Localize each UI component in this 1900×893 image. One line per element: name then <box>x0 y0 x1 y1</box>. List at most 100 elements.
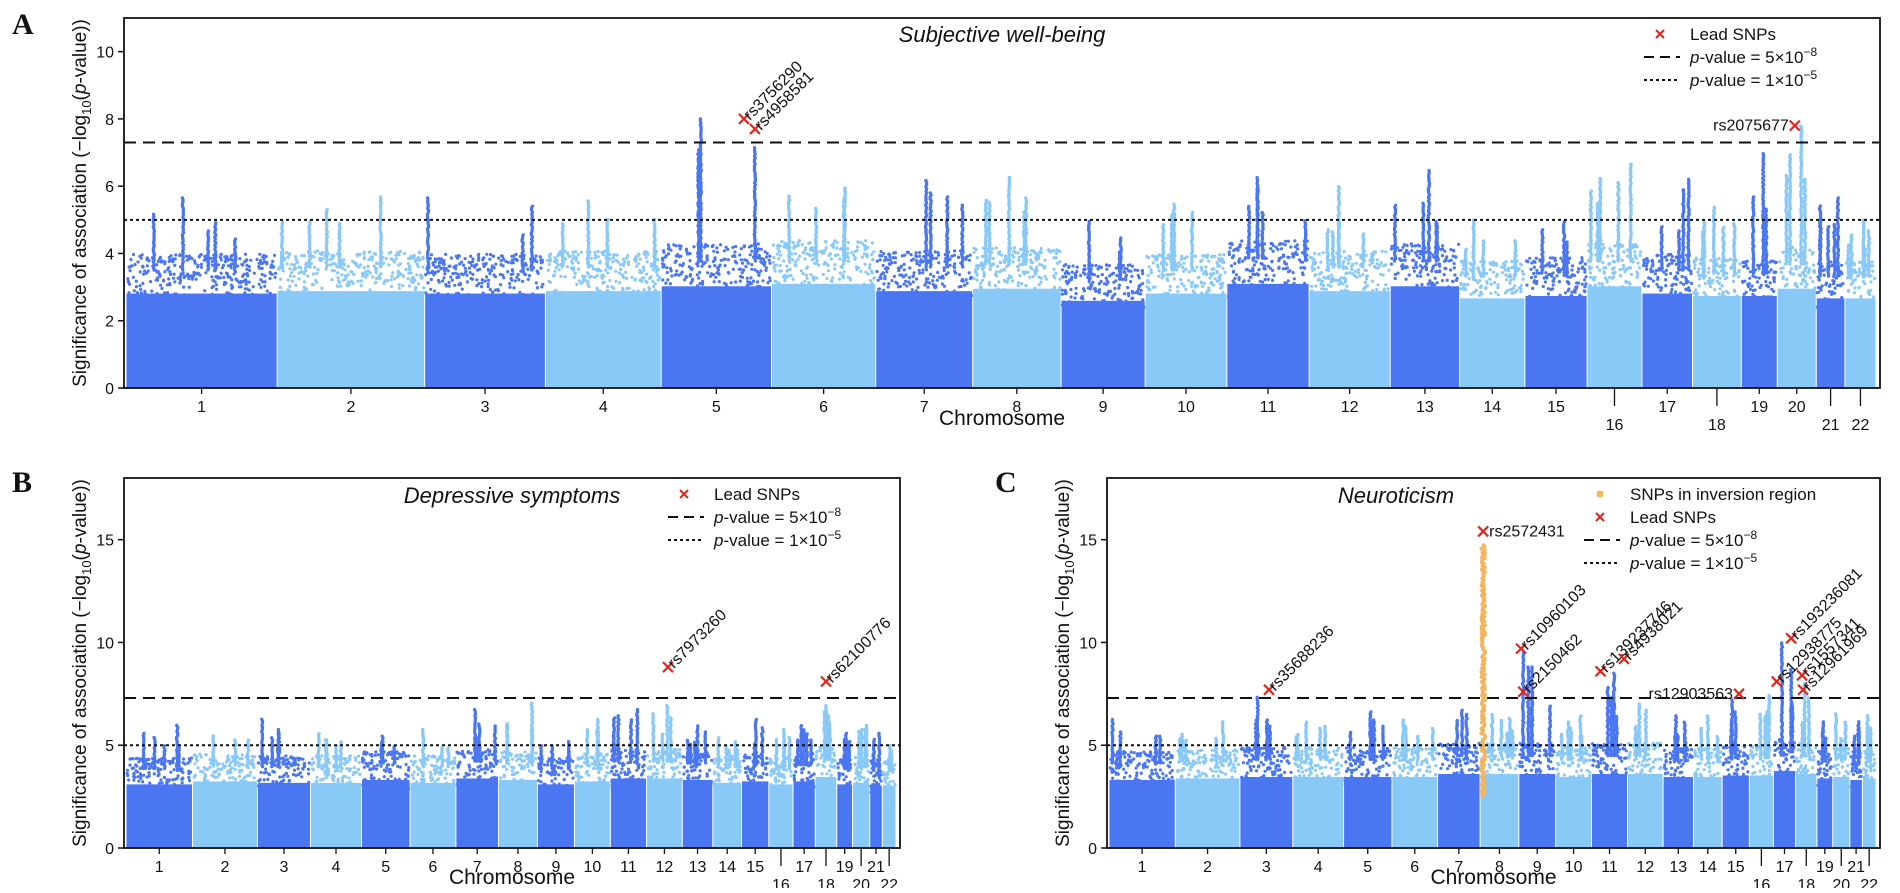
snp-point <box>139 256 143 260</box>
snp-point <box>678 247 682 251</box>
snp-point <box>362 266 366 270</box>
snp-point <box>801 272 805 276</box>
snp-point <box>832 283 836 288</box>
snp-point <box>1478 271 1483 275</box>
snp-point <box>278 285 282 289</box>
snp-point <box>619 267 623 271</box>
snp-point <box>165 283 170 287</box>
snp-point <box>1583 285 1587 289</box>
snp-point <box>1488 277 1492 281</box>
snp-point <box>264 254 268 259</box>
snp-point <box>1412 269 1416 273</box>
snp-point <box>457 283 461 287</box>
snp-point <box>286 278 290 282</box>
snp-point <box>454 254 458 258</box>
snp-point <box>330 278 334 282</box>
snp-point <box>263 298 267 302</box>
snp-point <box>893 261 897 265</box>
snp-point <box>1199 281 1203 285</box>
snp-point <box>463 304 467 308</box>
snp-point <box>1258 279 1262 283</box>
snp-point <box>886 285 890 289</box>
snp-point <box>1039 276 1043 280</box>
snp-point <box>1105 267 1109 271</box>
snp-point <box>684 274 688 279</box>
snp-point <box>1442 292 1446 297</box>
snp-point <box>1058 286 1062 290</box>
snp-point <box>702 291 706 295</box>
snp-point <box>145 264 149 268</box>
snp-point <box>514 252 518 256</box>
snp-point <box>1217 278 1222 282</box>
snp-point <box>614 279 618 283</box>
snp-point <box>1462 282 1466 286</box>
snp-point <box>576 261 581 265</box>
snp-point <box>929 295 933 299</box>
snp-point <box>1286 239 1290 243</box>
snp-point <box>304 262 308 267</box>
snp-point <box>1287 255 1291 259</box>
snp-point <box>860 255 864 259</box>
snp-point <box>902 268 906 272</box>
snp-point <box>436 269 440 273</box>
snp-point <box>1412 258 1416 262</box>
snp-point <box>418 258 422 262</box>
snp-point <box>630 275 634 279</box>
snp-point <box>921 259 925 263</box>
snp-point <box>1558 293 1562 297</box>
snp-point <box>759 247 763 251</box>
snp-point <box>170 294 174 298</box>
snp-point <box>661 278 665 282</box>
snp-point <box>1526 260 1530 264</box>
snp-point <box>776 289 781 293</box>
snp-point <box>1218 253 1222 257</box>
snp-point <box>1092 311 1096 315</box>
snp-point <box>362 257 366 261</box>
snp-point <box>1024 297 1028 301</box>
snp-point <box>833 267 837 271</box>
snp-point <box>1341 261 1345 265</box>
snp-point <box>1368 263 1372 267</box>
snp-point <box>509 261 513 265</box>
snp-point <box>1107 264 1111 268</box>
snp-point <box>521 292 525 296</box>
snp-point <box>449 256 453 260</box>
snp-point <box>669 248 673 252</box>
snp-point <box>1382 299 1386 303</box>
snp-point <box>1557 300 1561 304</box>
snp-point <box>1544 271 1548 275</box>
snp-point <box>370 255 374 259</box>
snp-point <box>1271 249 1275 253</box>
snp-point <box>1146 273 1150 278</box>
snp-point <box>931 279 935 283</box>
snp-point <box>447 284 451 288</box>
snp-point <box>1363 280 1367 285</box>
snp-point <box>1490 262 1494 266</box>
snp-point <box>570 292 574 296</box>
snp-point <box>1061 275 1065 279</box>
snp-point <box>1177 261 1181 265</box>
snp-point <box>1489 282 1493 286</box>
snp-point <box>768 279 772 283</box>
snp-point <box>1317 252 1321 256</box>
snp-point <box>571 257 575 261</box>
snp-point <box>1397 248 1401 253</box>
snp-point <box>1081 287 1086 291</box>
snp-point <box>407 256 411 261</box>
snp-point <box>551 274 556 278</box>
snp-point <box>696 148 701 152</box>
snp-point <box>480 281 484 285</box>
snp-point <box>1263 277 1267 282</box>
snp-point <box>1583 289 1587 294</box>
snp-point <box>872 250 876 254</box>
snp-point <box>1028 253 1032 257</box>
snp-point <box>247 280 251 284</box>
snp-point <box>168 258 172 262</box>
snp-point <box>1364 253 1368 257</box>
snp-point <box>448 264 452 268</box>
snp-point <box>943 303 948 307</box>
snp-point <box>258 252 262 256</box>
snp-point <box>442 276 446 280</box>
snp-point <box>813 261 817 265</box>
snp-point <box>194 271 198 275</box>
